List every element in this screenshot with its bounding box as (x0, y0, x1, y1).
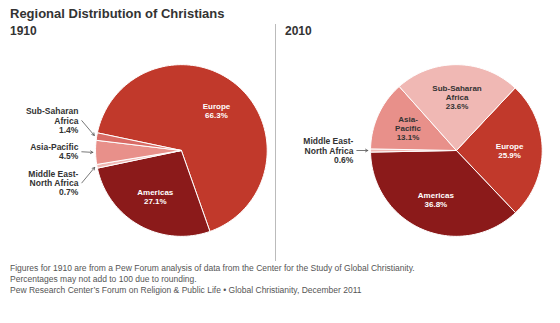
svg-text:Middle East-North Africa0.7%: Middle East-North Africa0.7% (28, 169, 79, 198)
html-text:Percentages may not add to 100: Percentages may not add to 100 due to ro… (10, 274, 197, 284)
html-text:Regional Distribution of Chris: Regional Distribution of Christians (10, 6, 225, 21)
svg-text:Europe25.9%: Europe25.9% (496, 142, 524, 160)
svg-text:Asia-Pacific13.1%: Asia-Pacific13.1% (395, 115, 421, 142)
html-text:2010: 2010 (285, 24, 312, 38)
html-text:Pew Research Center’s Forum on: Pew Research Center’s Forum on Religion … (10, 285, 362, 295)
svg-text:Americas27.1%: Americas27.1% (137, 188, 174, 206)
svg-text:Europe66.3%: Europe66.3% (203, 102, 231, 120)
svg-text:Americas36.8%: Americas36.8% (418, 191, 455, 209)
html-text:1910: 1910 (10, 24, 37, 38)
svg-text:Sub-SaharanAfrica23.6%: Sub-SaharanAfrica23.6% (432, 84, 481, 111)
svg-text:Middle East-North Africa0.6%: Middle East-North Africa0.6% (303, 136, 354, 165)
svg-text:Sub-SaharanAfrica1.4%: Sub-SaharanAfrica1.4% (26, 106, 79, 135)
html-text:Figures for 1910 are from a Pe: Figures for 1910 are from a Pew Forum an… (10, 263, 415, 273)
svg-text:Asia-Pacific4.5%: Asia-Pacific4.5% (30, 142, 79, 161)
